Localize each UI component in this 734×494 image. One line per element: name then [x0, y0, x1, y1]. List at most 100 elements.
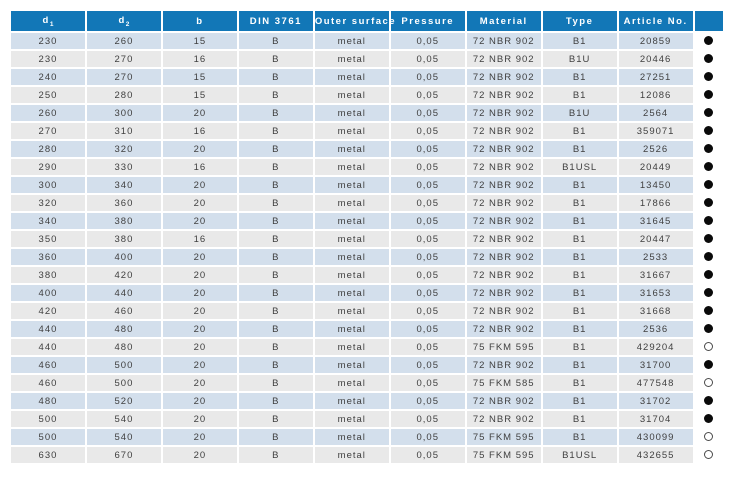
cell-marker	[694, 321, 723, 337]
cell-article: 430099	[618, 429, 693, 445]
cell-material: 72 NBR 902	[466, 285, 541, 301]
cell-d2: 460	[86, 303, 161, 319]
cell-material: 72 NBR 902	[466, 51, 541, 67]
cell-din: B	[238, 339, 313, 355]
cell-b: 20	[162, 321, 237, 337]
filled-circle-icon	[704, 72, 714, 82]
column-header-din: DIN 3761	[238, 11, 313, 31]
cell-b: 20	[162, 105, 237, 121]
filled-circle-icon	[704, 360, 714, 370]
cell-marker	[694, 69, 723, 85]
cell-marker	[694, 231, 723, 247]
cell-marker	[694, 411, 723, 427]
column-header-type: Type	[542, 11, 617, 31]
cell-type: B1	[542, 213, 617, 229]
cell-b: 20	[162, 177, 237, 193]
cell-pressure: 0,05	[390, 195, 465, 211]
cell-d2: 500	[86, 357, 161, 373]
cell-material: 72 NBR 902	[466, 105, 541, 121]
cell-outer: metal	[314, 177, 389, 193]
filled-circle-icon	[704, 414, 714, 424]
cell-material: 72 NBR 902	[466, 411, 541, 427]
cell-outer: metal	[314, 249, 389, 265]
cell-material: 75 FKM 595	[466, 447, 541, 463]
cell-pressure: 0,05	[390, 303, 465, 319]
column-header-label: Material	[479, 15, 528, 27]
cell-d2: 280	[86, 87, 161, 103]
cell-d1: 460	[11, 357, 85, 373]
column-header-d2: d2	[86, 11, 161, 31]
column-header-subscript: 1	[49, 20, 54, 28]
cell-article: 2526	[618, 141, 693, 157]
filled-circle-icon	[704, 36, 714, 46]
cell-marker	[694, 159, 723, 175]
filled-circle-icon	[704, 180, 714, 190]
open-circle-icon	[704, 378, 714, 388]
cell-d2: 420	[86, 267, 161, 283]
cell-d1: 400	[11, 285, 85, 301]
cell-outer: metal	[314, 33, 389, 49]
cell-d1: 320	[11, 195, 85, 211]
cell-article: 31702	[618, 393, 693, 409]
column-header-article: Article No.	[618, 11, 693, 31]
column-header-pressure: Pressure	[390, 11, 465, 31]
filled-circle-icon	[704, 108, 714, 118]
cell-material: 72 NBR 902	[466, 231, 541, 247]
cell-b: 20	[162, 339, 237, 355]
cell-type: B1	[542, 357, 617, 373]
cell-type: B1	[542, 411, 617, 427]
cell-material: 72 NBR 902	[466, 357, 541, 373]
cell-b: 16	[162, 51, 237, 67]
cell-marker	[694, 375, 723, 391]
cell-din: B	[238, 105, 313, 121]
cell-type: B1U	[542, 51, 617, 67]
cell-d1: 230	[11, 51, 85, 67]
cell-type: B1	[542, 33, 617, 49]
cell-type: B1	[542, 177, 617, 193]
cell-article: 12086	[618, 87, 693, 103]
cell-outer: metal	[314, 69, 389, 85]
column-header-label: Outer surface	[314, 15, 397, 27]
cell-material: 72 NBR 902	[466, 69, 541, 85]
cell-type: B1	[542, 429, 617, 445]
cell-article: 31653	[618, 285, 693, 301]
cell-marker	[694, 105, 723, 121]
cell-din: B	[238, 69, 313, 85]
cell-type: B1	[542, 249, 617, 265]
cell-material: 72 NBR 902	[466, 123, 541, 139]
cell-article: 2536	[618, 321, 693, 337]
cell-pressure: 0,05	[390, 141, 465, 157]
cell-din: B	[238, 267, 313, 283]
cell-type: B1USL	[542, 447, 617, 463]
column-header-label: DIN 3761	[249, 15, 302, 27]
cell-b: 20	[162, 393, 237, 409]
cell-din: B	[238, 429, 313, 445]
cell-d2: 400	[86, 249, 161, 265]
cell-din: B	[238, 303, 313, 319]
cell-material: 72 NBR 902	[466, 177, 541, 193]
cell-material: 72 NBR 902	[466, 141, 541, 157]
cell-material: 72 NBR 902	[466, 303, 541, 319]
cell-b: 20	[162, 429, 237, 445]
cell-type: B1	[542, 87, 617, 103]
cell-din: B	[238, 447, 313, 463]
cell-marker	[694, 213, 723, 229]
cell-marker	[694, 249, 723, 265]
cell-outer: metal	[314, 375, 389, 391]
cell-material: 75 FKM 595	[466, 429, 541, 445]
cell-type: B1	[542, 141, 617, 157]
column-header-label: d	[118, 14, 126, 26]
cell-d1: 500	[11, 411, 85, 427]
cell-d1: 250	[11, 87, 85, 103]
